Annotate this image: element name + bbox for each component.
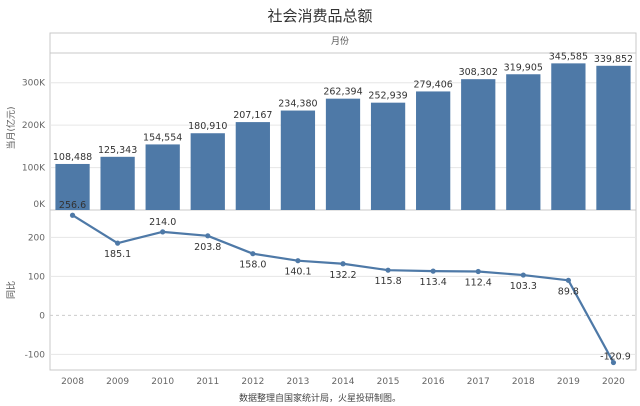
line-series	[69, 212, 617, 366]
x-tick-label: 2017	[467, 377, 490, 387]
line-data-labels: 256.6 185.1 214.0 203.8 158.0 140.1 132.2 115.8…	[59, 200, 631, 362]
bar	[551, 63, 586, 210]
x-tick-label: 2014	[332, 377, 355, 387]
line-data-label: 112.4	[465, 278, 492, 289]
line-data-label: 132.2	[329, 270, 356, 281]
line-data-label: 185.1	[104, 249, 131, 260]
bar	[235, 122, 270, 210]
line-data-label: 203.8	[194, 242, 221, 253]
bar-data-labels: 108,488 125,343 154,554 180,910 207,167 234,3…	[53, 51, 633, 163]
plot-frame	[49, 32, 637, 371]
x-tick-label: 2009	[106, 377, 129, 387]
line-point	[385, 267, 391, 273]
line-point	[250, 251, 256, 257]
line-gridlines	[50, 236, 636, 355]
line-point	[610, 359, 617, 366]
line-y-tick-label: 0	[39, 311, 45, 321]
x-tick-label: 2010	[151, 377, 174, 387]
bar-y-tick-label: 300K	[22, 79, 46, 89]
bar-data-label: 234,380	[278, 99, 317, 110]
line-data-label: 115.8	[374, 276, 401, 287]
line-data-label: 113.4	[420, 277, 447, 288]
line-point	[205, 233, 211, 239]
source-note: 数据整理自国家统计局，火星投研制图。	[239, 392, 401, 404]
bar-y-axis-title: 当月(亿元)	[5, 106, 17, 149]
x-tick-label: 2013	[286, 377, 309, 387]
x-tick-label: 2008	[61, 377, 84, 387]
line-data-label: 140.1	[284, 267, 311, 278]
x-tick-label: 2015	[377, 377, 400, 387]
line-y-tick-label: 100	[28, 272, 45, 282]
bar-data-label: 252,939	[368, 91, 407, 102]
x-axis-ticks: 2008 2009 2010 2011 2012 2013 2014 2015 2016 2017…	[61, 377, 625, 387]
bar	[461, 79, 496, 210]
x-tick-label: 2019	[557, 377, 580, 387]
line-y-tick-label: -100	[25, 350, 46, 360]
line-point	[340, 261, 346, 267]
bar	[280, 110, 316, 210]
bar-data-label: 108,488	[53, 152, 92, 163]
bar-data-label: 262,394	[323, 87, 362, 98]
line-data-label: 158.0	[239, 260, 266, 271]
line-data-label: 89.8	[558, 286, 579, 297]
line-y-tick-label: 200	[28, 233, 45, 243]
line-y-axis-ticks: -100 0 100 200	[25, 233, 46, 360]
bar-y-tick-label: 200K	[22, 121, 46, 131]
bar-data-label: 180,910	[188, 121, 227, 132]
bar-data-label: 308,302	[459, 67, 498, 78]
x-tick-label: 2016	[422, 377, 445, 387]
bar	[596, 65, 631, 210]
line-data-label: 214.0	[149, 217, 176, 228]
bar	[55, 163, 90, 210]
bar-y-tick-label: 0K	[33, 200, 46, 210]
column-header: 月份	[331, 35, 349, 47]
bar-data-label: 125,343	[98, 145, 137, 156]
bar	[145, 144, 180, 210]
bar-data-label: 319,905	[504, 62, 543, 73]
x-tick-label: 2020	[602, 377, 625, 387]
x-tick-label: 2018	[512, 377, 535, 387]
bar-data-label: 154,554	[143, 132, 182, 143]
line-point	[520, 272, 526, 278]
line-data-label: 256.6	[59, 200, 86, 211]
bar-data-label: 339,852	[594, 54, 633, 65]
bar	[416, 91, 451, 210]
line-data-label: -120.9	[600, 352, 631, 363]
line-y-axis-title: 同比	[5, 281, 17, 299]
bar-data-label: 279,406	[414, 79, 453, 90]
bar-series	[55, 63, 631, 210]
bar-data-label: 207,167	[233, 110, 272, 121]
bar-y-axis-ticks: 0K 100K 200K 300K	[22, 79, 46, 210]
chart-title: 社会消费品总额	[267, 7, 372, 25]
bar	[370, 102, 406, 210]
bar	[325, 98, 361, 210]
x-tick-label: 2012	[241, 377, 264, 387]
line-point	[115, 240, 121, 246]
bar-y-tick-label: 100K	[22, 164, 46, 174]
bar	[190, 133, 225, 210]
line-data-label: 103.3	[510, 281, 537, 292]
bar	[100, 156, 135, 210]
bar-data-label: 345,585	[549, 51, 588, 62]
line-point	[430, 268, 436, 274]
line-point	[69, 212, 76, 218]
line-point	[565, 277, 571, 283]
x-tick-label: 2011	[196, 377, 219, 387]
line-point	[475, 268, 481, 275]
bar	[506, 74, 541, 210]
line-point	[160, 229, 166, 235]
line-point	[295, 258, 301, 264]
